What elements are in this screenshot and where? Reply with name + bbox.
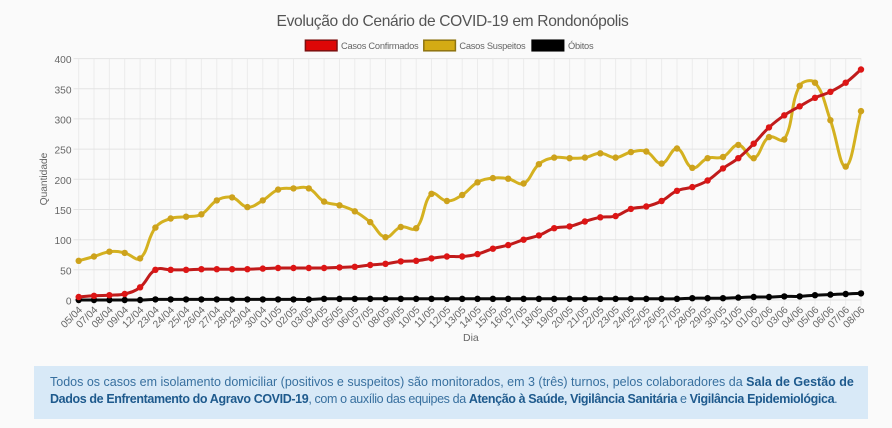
- svg-text:Evolução do Cenário de COVID-1: Evolução do Cenário de COVID-19 em Rondo…: [277, 13, 629, 30]
- svg-text:400: 400: [55, 55, 72, 66]
- svg-text:Casos Suspeitos: Casos Suspeitos: [459, 41, 526, 51]
- svg-text:Dia: Dia: [463, 332, 479, 344]
- svg-text:Quantidade: Quantidade: [39, 152, 50, 205]
- svg-text:50: 50: [60, 266, 72, 277]
- svg-text:200: 200: [55, 176, 72, 187]
- svg-text:Casos Confirmados: Casos Confirmados: [341, 41, 419, 51]
- svg-text:0: 0: [66, 297, 72, 308]
- svg-text:350: 350: [55, 85, 72, 96]
- svg-text:250: 250: [55, 146, 72, 157]
- svg-text:150: 150: [55, 206, 72, 217]
- svg-text:Óbitos: Óbitos: [568, 41, 594, 51]
- svg-text:100: 100: [55, 236, 72, 247]
- svg-text:300: 300: [55, 116, 72, 127]
